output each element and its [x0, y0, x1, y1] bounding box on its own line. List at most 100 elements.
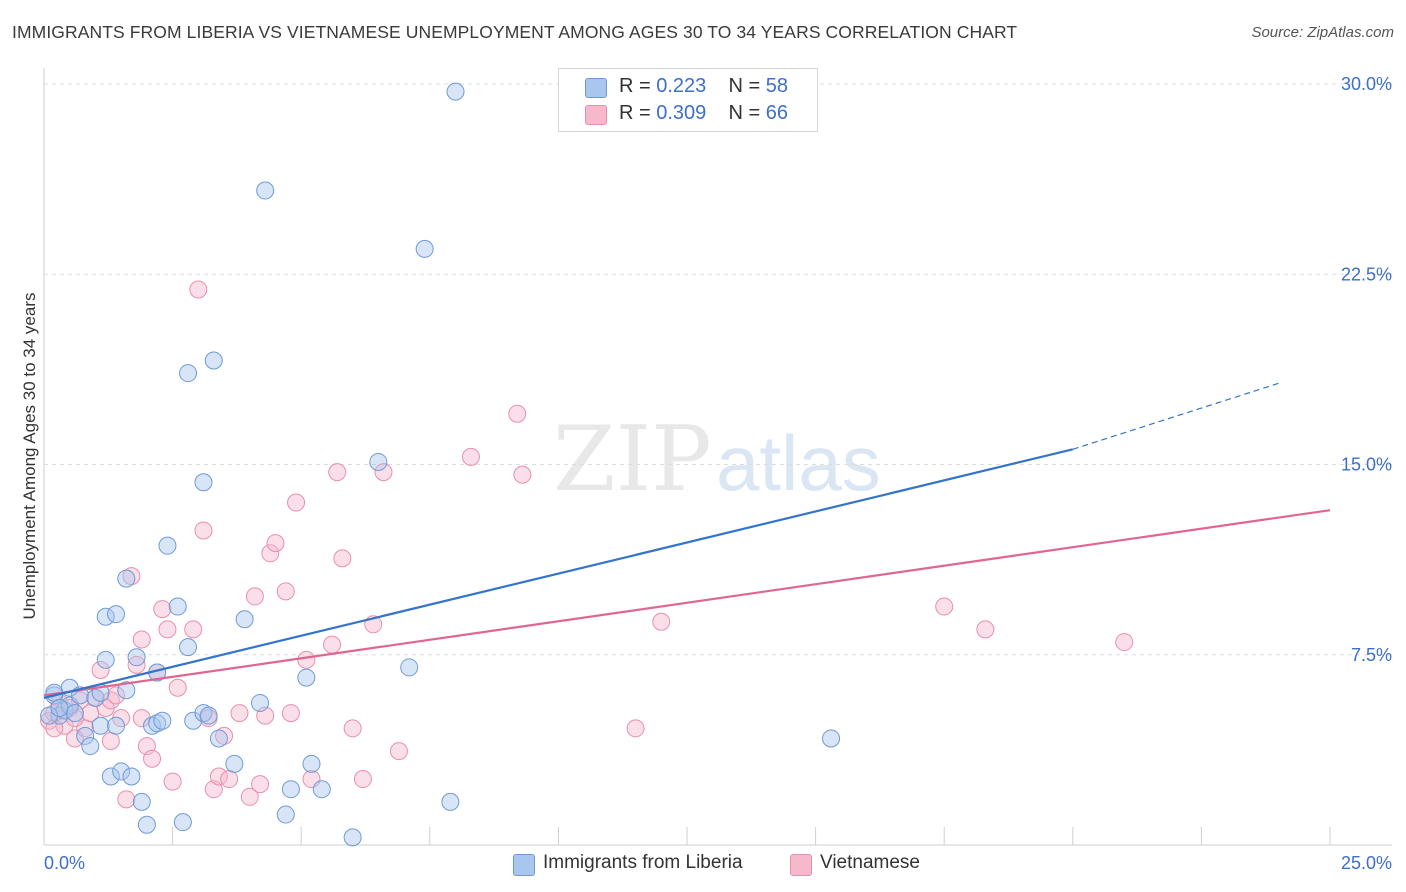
data-point[interactable]	[374, 463, 393, 482]
data-point[interactable]	[86, 688, 105, 707]
data-point[interactable]	[353, 770, 372, 789]
data-point[interactable]	[117, 790, 136, 809]
data-point[interactable]	[173, 813, 192, 832]
data-point[interactable]	[101, 731, 120, 750]
data-point[interactable]	[101, 691, 120, 710]
data-point[interactable]	[281, 704, 300, 723]
data-point[interactable]	[107, 605, 126, 624]
data-point[interactable]	[508, 404, 527, 423]
data-point[interactable]	[251, 775, 270, 794]
data-point[interactable]	[168, 678, 187, 697]
data-point[interactable]	[312, 780, 331, 799]
data-point[interactable]	[415, 239, 434, 258]
data-point[interactable]	[297, 650, 316, 669]
data-point[interactable]	[389, 742, 408, 761]
data-point[interactable]	[302, 754, 321, 773]
y-tick-label: 15.0%	[1341, 455, 1392, 475]
data-point[interactable]	[230, 704, 249, 723]
data-point[interactable]	[225, 754, 244, 773]
data-point[interactable]	[240, 787, 259, 806]
data-point[interactable]	[148, 714, 167, 733]
data-point[interactable]	[107, 716, 126, 735]
data-point[interactable]	[76, 726, 95, 745]
data-point[interactable]	[132, 792, 151, 811]
data-point[interactable]	[369, 452, 388, 471]
data-point[interactable]	[245, 587, 264, 606]
data-point[interactable]	[461, 447, 480, 466]
data-point[interactable]	[168, 597, 187, 616]
data-point[interactable]	[287, 493, 306, 512]
data-point[interactable]	[132, 630, 151, 649]
data-point[interactable]	[328, 463, 347, 482]
data-point[interactable]	[400, 658, 419, 677]
data-point[interactable]	[251, 693, 270, 712]
data-point[interactable]	[127, 655, 146, 674]
data-point[interactable]	[163, 772, 182, 791]
data-point[interactable]	[40, 706, 59, 725]
data-point[interactable]	[513, 465, 532, 484]
data-point[interactable]	[323, 635, 342, 654]
data-point[interactable]	[50, 699, 69, 718]
data-point[interactable]	[276, 582, 295, 601]
n-label: N =	[728, 75, 766, 97]
data-point[interactable]	[153, 711, 172, 730]
data-point[interactable]	[137, 815, 156, 834]
data-point[interactable]	[194, 521, 213, 540]
data-point[interactable]	[179, 638, 198, 657]
data-point[interactable]	[276, 805, 295, 824]
data-point[interactable]	[189, 280, 208, 299]
data-point[interactable]	[1115, 633, 1134, 652]
data-point[interactable]	[626, 719, 645, 738]
data-point[interactable]	[143, 749, 162, 768]
data-point[interactable]	[281, 780, 300, 799]
r-value: 0.223	[656, 75, 707, 97]
data-point[interactable]	[235, 610, 254, 629]
data-point[interactable]	[256, 181, 275, 200]
data-point[interactable]	[158, 620, 177, 639]
data-point[interactable]	[297, 668, 316, 687]
data-point[interactable]	[81, 737, 100, 756]
data-point[interactable]	[343, 719, 362, 738]
data-point[interactable]	[91, 660, 110, 679]
data-point[interactable]	[204, 351, 223, 370]
data-point[interactable]	[333, 549, 352, 568]
data-point[interactable]	[91, 716, 110, 735]
data-point[interactable]	[209, 767, 228, 786]
data-point[interactable]	[261, 544, 280, 563]
data-point[interactable]	[122, 767, 141, 786]
data-point[interactable]	[215, 726, 234, 745]
data-point[interactable]	[194, 473, 213, 492]
data-point[interactable]	[266, 534, 285, 553]
legend-label-liberia: Immigrants from Liberia	[543, 852, 743, 873]
data-point[interactable]	[55, 716, 74, 735]
data-point[interactable]	[209, 729, 228, 748]
data-point[interactable]	[822, 729, 841, 748]
data-point[interactable]	[122, 567, 141, 586]
data-point[interactable]	[65, 704, 84, 723]
data-point[interactable]	[96, 607, 115, 626]
data-point[interactable]	[158, 536, 177, 555]
data-point[interactable]	[107, 686, 126, 705]
data-point[interactable]	[101, 767, 120, 786]
data-point[interactable]	[153, 600, 172, 619]
data-point[interactable]	[184, 620, 203, 639]
data-point[interactable]	[652, 612, 671, 631]
data-point[interactable]	[127, 648, 146, 667]
r-label: R =	[619, 102, 657, 124]
data-point[interactable]	[194, 704, 213, 723]
data-point[interactable]	[976, 620, 995, 639]
data-point[interactable]	[112, 762, 131, 781]
data-point[interactable]	[96, 650, 115, 669]
data-point[interactable]	[117, 681, 136, 700]
data-point[interactable]	[220, 770, 239, 789]
data-point[interactable]	[117, 569, 136, 588]
data-point[interactable]	[446, 82, 465, 101]
data-point[interactable]	[199, 706, 218, 725]
watermark-zip: ZIP	[553, 407, 712, 512]
data-point[interactable]	[935, 597, 954, 616]
x-tick-label-min: 0.0%	[44, 853, 85, 873]
data-point[interactable]	[143, 716, 162, 735]
data-point[interactable]	[441, 792, 460, 811]
data-point[interactable]	[179, 364, 198, 383]
data-point[interactable]	[343, 828, 362, 847]
